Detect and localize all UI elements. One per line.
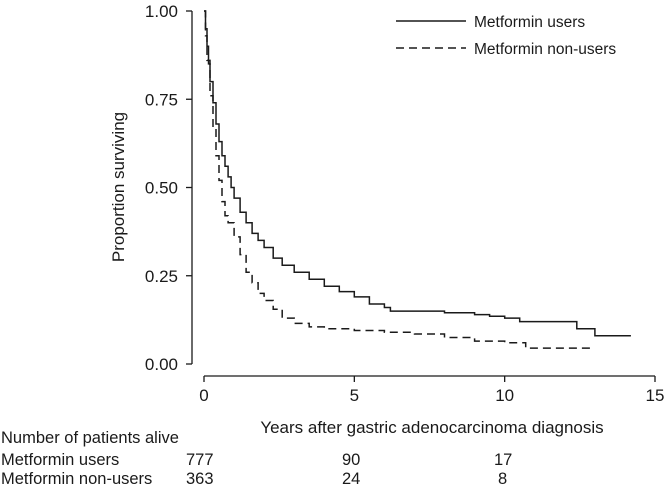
y-tick-label: 0.00 <box>145 355 178 374</box>
y-tick-label: 0.75 <box>145 90 178 109</box>
x-tick-label: 15 <box>646 386 665 405</box>
risk-row-label-metformin-non-users: Metformin non-users <box>1 470 153 488</box>
risk-count-users-year-10: 17 <box>494 451 513 469</box>
series-layer <box>204 10 631 349</box>
x-axis-ticks: 0 5 10 15 <box>199 376 664 405</box>
legend-label-metformin-non-users: Metformin non-users <box>474 41 616 58</box>
y-axis-ticks: 0.00 0.25 0.50 0.75 1.00 <box>145 2 192 374</box>
x-axis-label: Years after gastric adenocarcinoma diagn… <box>260 418 603 437</box>
x-tick-label: 5 <box>350 386 359 405</box>
y-tick-label: 0.25 <box>145 267 178 286</box>
x-tick-label: 10 <box>495 386 514 405</box>
risk-count-users-year-5: 90 <box>342 451 361 469</box>
series-line-metformin-non-users <box>204 10 595 349</box>
risk-table-title: Number of patients alive <box>1 429 179 447</box>
series-line-metformin-users <box>204 10 631 337</box>
legend-label-metformin-users: Metformin users <box>474 14 585 31</box>
x-tick-label: 0 <box>199 386 208 405</box>
y-axis-label: Proportion surviving <box>109 112 128 262</box>
risk-count-non-users-year-5: 24 <box>342 470 361 488</box>
plot-area: 0.00 0.25 0.50 0.75 1.00 0 5 10 15 <box>145 2 665 405</box>
y-tick-label: 1.00 <box>145 2 178 21</box>
risk-row-label-metformin-users: Metformin users <box>1 451 120 469</box>
risk-count-non-users-year-10: 8 <box>498 470 508 488</box>
legend: Metformin users Metformin non-users <box>396 14 616 58</box>
y-tick-label: 0.50 <box>145 179 178 198</box>
risk-count-non-users-year-0: 363 <box>186 470 214 488</box>
risk-count-users-year-0: 777 <box>186 451 214 469</box>
